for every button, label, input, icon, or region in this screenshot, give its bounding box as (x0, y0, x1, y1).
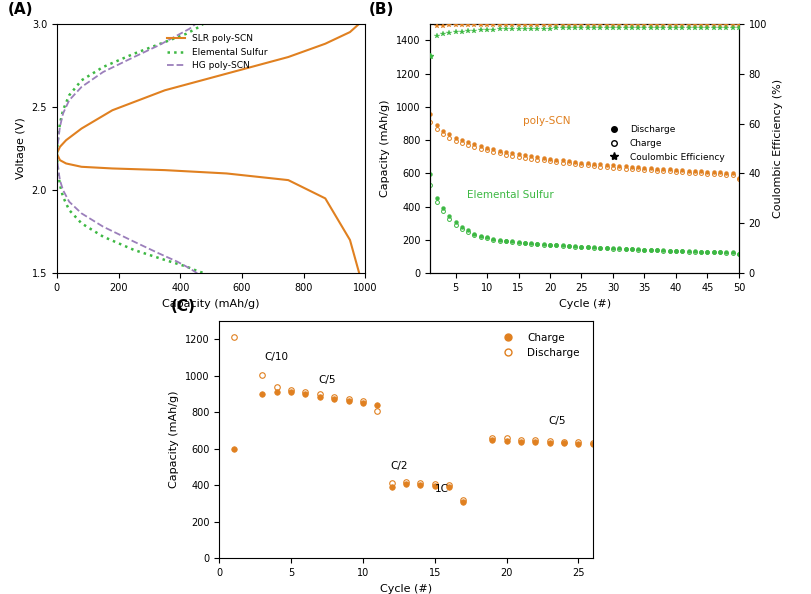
X-axis label: Cycle (#): Cycle (#) (380, 584, 431, 593)
Text: C/5: C/5 (547, 416, 565, 426)
X-axis label: Cycle (#): Cycle (#) (558, 299, 610, 308)
Text: (C): (C) (170, 299, 195, 314)
Y-axis label: Coulombic Efficiency (%): Coulombic Efficiency (%) (771, 79, 782, 218)
Y-axis label: Capacity (mAh/g): Capacity (mAh/g) (380, 100, 390, 197)
Text: Elemental Sulfur: Elemental Sulfur (467, 191, 553, 200)
Y-axis label: Voltage (V): Voltage (V) (16, 118, 26, 179)
Legend: SLR poly-SCN, Elemental Sulfur, HG poly-SCN: SLR poly-SCN, Elemental Sulfur, HG poly-… (163, 31, 271, 74)
Text: C/2: C/2 (389, 461, 407, 471)
Text: (A): (A) (7, 2, 33, 17)
Legend: Discharge, Charge, Coulombic Efficiency: Discharge, Charge, Coulombic Efficiency (600, 122, 727, 165)
Y-axis label: Capacity (mAh/g): Capacity (mAh/g) (169, 391, 179, 488)
Text: poly-SCN: poly-SCN (522, 116, 569, 125)
X-axis label: Capacity (mAh/g): Capacity (mAh/g) (162, 299, 260, 308)
Text: 1C: 1C (435, 484, 448, 494)
Text: C/5: C/5 (318, 375, 335, 385)
Text: (B): (B) (368, 2, 393, 17)
Text: C/10: C/10 (264, 352, 289, 362)
Legend: Charge, Discharge: Charge, Discharge (493, 328, 583, 362)
